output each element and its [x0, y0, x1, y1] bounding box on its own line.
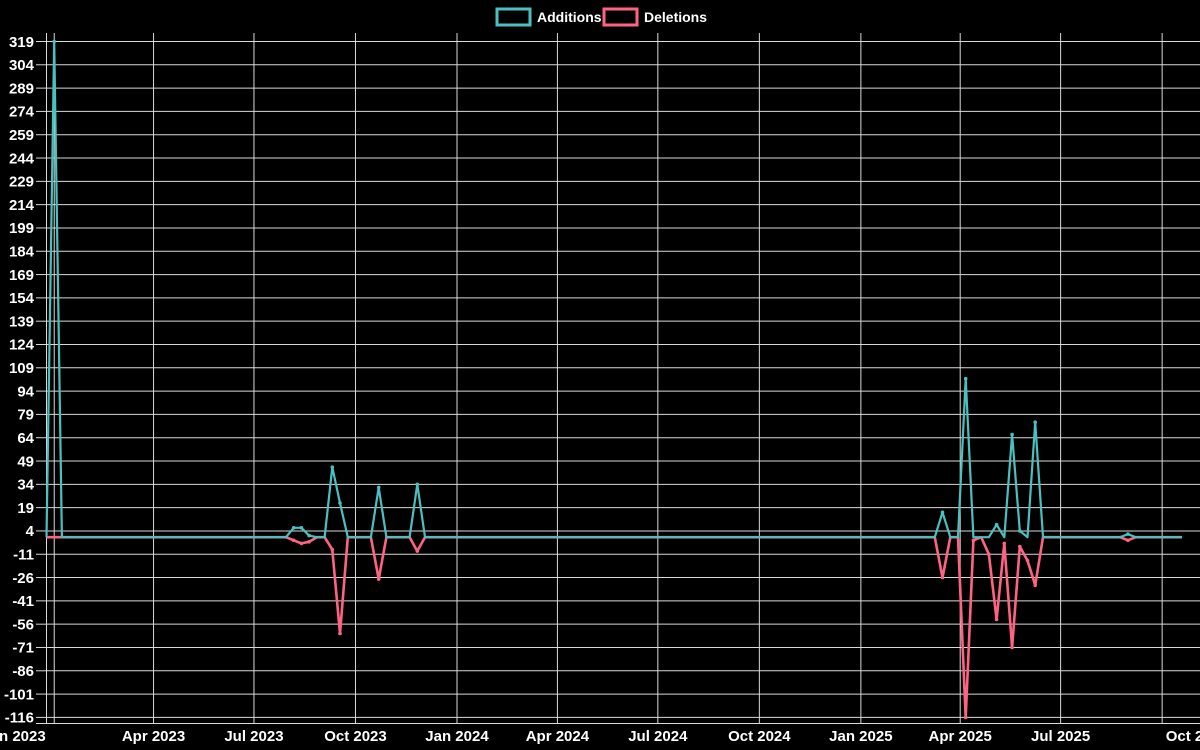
x-axis-tick-label: Apr 2023 [122, 728, 185, 745]
y-axis-tick-label: -86 [12, 663, 34, 680]
x-axis-tick-label: Oct 2024 [728, 728, 791, 745]
y-axis-tick-label: 4 [26, 523, 35, 540]
y-axis-tick-label: 169 [9, 267, 34, 284]
data-series [45, 39, 1182, 720]
additions-point-marker [330, 465, 335, 470]
deletions-point-marker [376, 577, 381, 581]
deletions-swatch-icon [602, 7, 639, 27]
y-axis-tick-label: 109 [9, 360, 34, 377]
additions-point-marker [1126, 532, 1130, 536]
deletions-point-marker [1025, 558, 1030, 563]
deletions-point-marker [971, 538, 976, 543]
additions-point-marker [376, 485, 381, 490]
y-axis-tick-label: 124 [9, 337, 35, 354]
deletions-point-marker [1018, 544, 1022, 549]
x-axis-tick-label: Jul 2025 [1031, 728, 1090, 745]
y-axis-tick-label: 199 [9, 220, 34, 237]
deletions-point-marker [1033, 583, 1037, 588]
additions-point-marker [1018, 529, 1022, 533]
additions-point-marker [994, 522, 999, 527]
y-axis-tick-label: -11 [13, 547, 34, 564]
y-axis-tick-label: 229 [9, 174, 34, 191]
deletions-point-marker [299, 541, 304, 546]
deletions-line [46, 535, 1182, 719]
additions-point-marker [963, 376, 968, 381]
y-axis-tick-label: 154 [9, 290, 35, 307]
x-axis-tick-label: Oct 2023 [324, 728, 387, 745]
x-axis-tick-label: Oct 2025 [1166, 728, 1200, 745]
y-axis-tick-label: 259 [9, 127, 34, 144]
legend: Additions Deletions [495, 7, 707, 27]
x-axis-tick-label: Apr 2024 [526, 728, 590, 745]
y-axis-tick-label: 139 [9, 313, 34, 330]
y-axis-tick-label: 79 [17, 407, 34, 424]
additions-point-marker [940, 510, 945, 515]
y-axis-tick-label: -41 [12, 593, 34, 610]
y-axis-tick-label: 274 [9, 104, 35, 121]
deletions-point-marker [338, 631, 342, 636]
additions-point-marker [1010, 432, 1014, 437]
gridlines [46, 33, 1200, 724]
deletions-point-marker [994, 617, 999, 622]
deletions-point-marker [963, 715, 968, 720]
x-axis-tick-label: Jan 2024 [425, 728, 489, 745]
y-axis-tick-label: 94 [17, 383, 34, 400]
legend-label-additions: Additions [537, 9, 602, 25]
y-axis-tick-label: 34 [17, 477, 34, 494]
x-axis-tick-label: Jan 2023 [0, 728, 46, 745]
legend-label-deletions: Deletions [644, 9, 707, 25]
y-axis-tick-label: -116 [5, 710, 34, 727]
y-axis-tick-label: -71 [12, 640, 34, 657]
additions-point-marker [52, 39, 56, 44]
axes: 319 304 289 274 259 244 229 214 199 184 169 154 139 1… [0, 33, 1200, 745]
legend-item-deletions[interactable]: Deletions [602, 7, 707, 27]
additions-line [45, 40, 1182, 539]
x-axis-tick-label: Jan 2025 [829, 728, 892, 745]
x-axis-tick-label: Apr 2025 [929, 728, 992, 745]
y-axis-tick-label: -26 [12, 570, 34, 587]
y-axis-tick-label: 319 [9, 34, 34, 51]
deletions-point-marker [330, 547, 335, 552]
deletions-point-marker [1002, 541, 1007, 546]
y-axis-tick-label: 289 [9, 80, 34, 97]
deletions-point-marker [307, 540, 311, 544]
additions-point-marker [299, 526, 304, 530]
y-axis-tick-label: 64 [17, 430, 34, 447]
x-axis-tick-label: Jul 2024 [628, 728, 688, 745]
deletions-point-marker [291, 538, 296, 543]
legend-item-additions[interactable]: Additions [495, 7, 602, 27]
deletions-point-marker [987, 552, 991, 557]
additions-swatch-icon [495, 7, 532, 27]
deletions-point-marker [415, 549, 420, 553]
additions-point-marker [338, 501, 342, 505]
deletions-point-marker [940, 575, 945, 580]
y-axis-tick-label: -56 [12, 616, 34, 633]
deletions-point-marker [1010, 645, 1014, 650]
additions-point-marker [1033, 420, 1037, 425]
y-axis-tick-label: 49 [17, 453, 34, 470]
additions-point-marker [307, 533, 311, 538]
y-axis-tick-label: -101 [4, 686, 34, 703]
additions-point-marker [291, 526, 296, 530]
x-axis-tick-label: Jul 2023 [224, 728, 283, 745]
deletions-point-marker [1126, 538, 1130, 543]
additions-point-marker [415, 482, 420, 487]
y-axis-tick-label: 184 [9, 244, 35, 261]
y-axis-tick-label: 214 [9, 197, 35, 214]
y-axis-tick-label: 244 [9, 150, 35, 167]
y-axis-tick-label: 19 [17, 500, 34, 517]
y-axis-tick-label: 304 [9, 57, 35, 74]
